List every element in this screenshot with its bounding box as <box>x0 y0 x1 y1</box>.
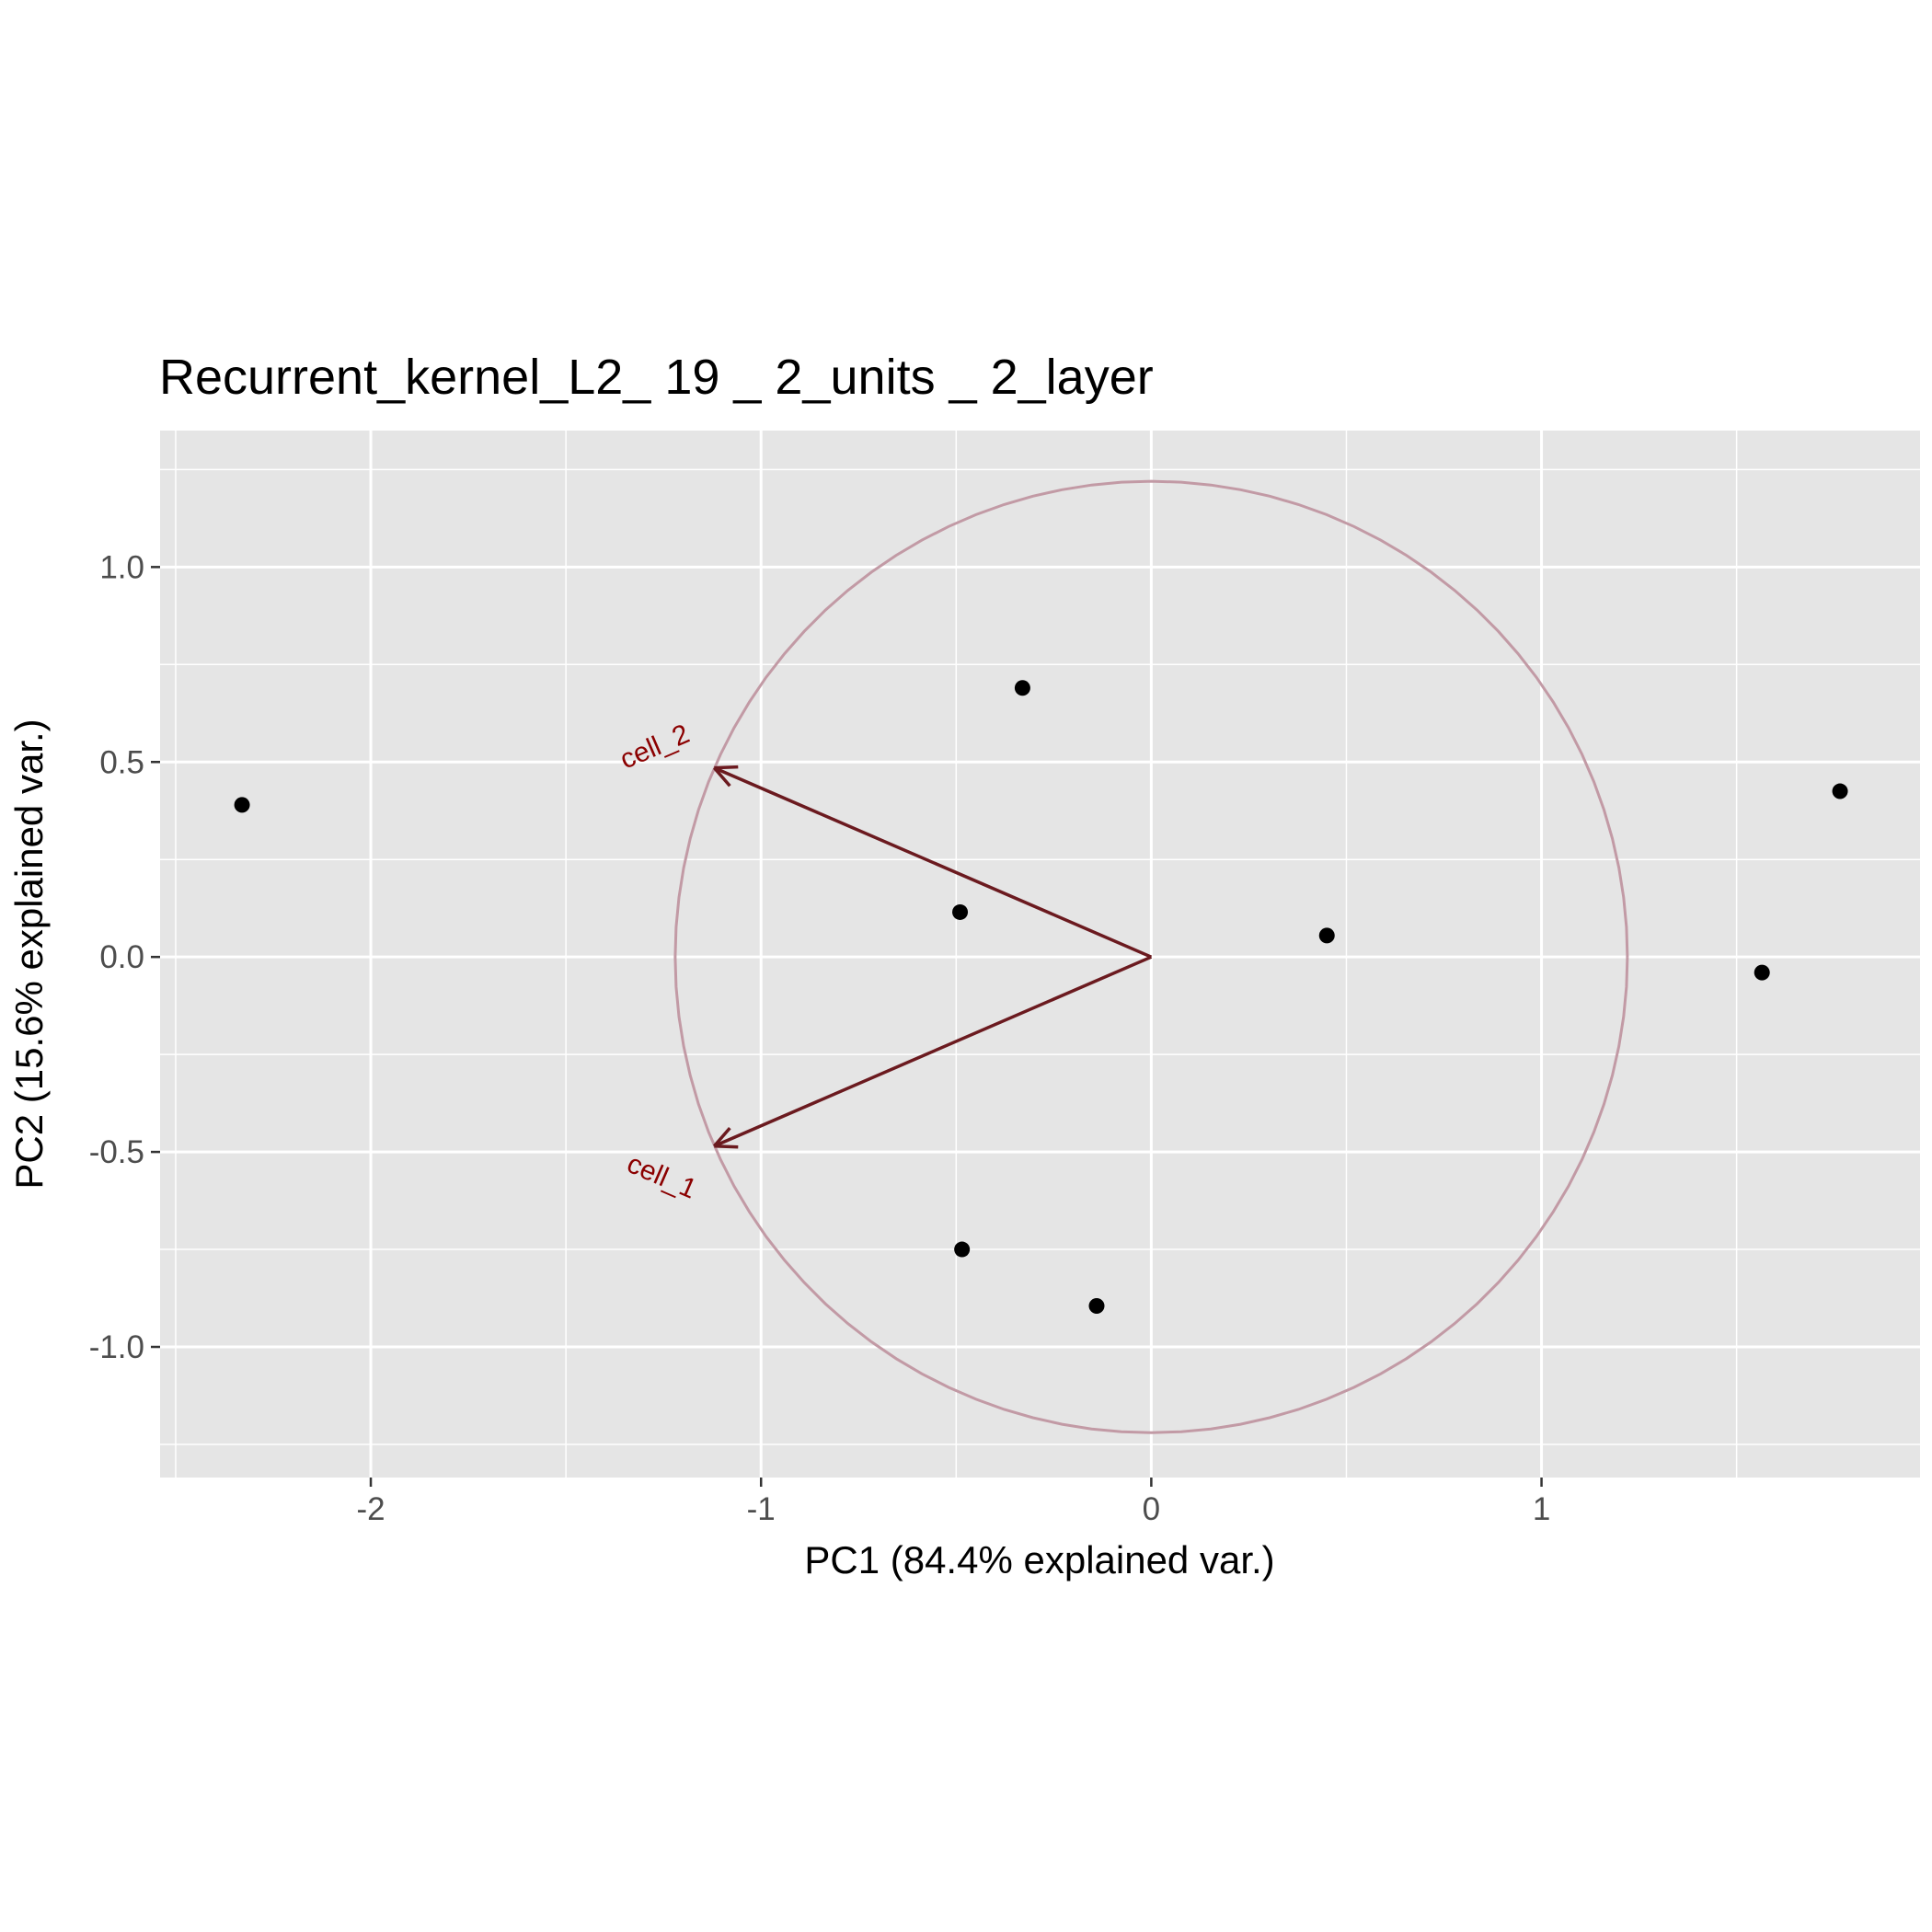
data-point <box>1832 783 1848 799</box>
y-tick-label: 0.0 <box>99 939 144 975</box>
x-axis-title: PC1 (84.4% explained var.) <box>804 1538 1274 1581</box>
x-tick-label: 0 <box>1143 1491 1160 1527</box>
y-tick-label: -1.0 <box>89 1329 144 1365</box>
loading-arrow-cell_2 <box>713 766 1153 959</box>
data-point <box>1318 927 1335 944</box>
y-tick-label: -0.5 <box>89 1134 144 1170</box>
data-point <box>1088 1298 1105 1315</box>
arrow-head-cell_2 <box>714 765 739 770</box>
y-axis-title: PC2 (15.6% explained var.) <box>7 719 51 1189</box>
y-tick-label: 1.0 <box>99 549 144 585</box>
x-tick-label: -1 <box>747 1491 776 1527</box>
major-gridlines <box>160 431 1920 1478</box>
x-tick-label: -2 <box>356 1491 385 1527</box>
minor-gridlines <box>160 431 1920 1478</box>
x-axis: -2 -1 0 1 <box>356 1478 1550 1527</box>
points-layer <box>234 680 1848 1315</box>
arrow-head-cell_2 <box>712 766 731 788</box>
data-point <box>234 797 250 813</box>
data-point <box>1014 680 1030 696</box>
arrow-head-cell_1 <box>714 1144 739 1149</box>
plot-panel <box>160 431 1920 1478</box>
y-axis: 1.0 0.5 0.0 -0.5 -1.0 <box>89 549 160 1365</box>
data-point <box>952 903 969 920</box>
x-tick-label: 1 <box>1533 1491 1550 1527</box>
correlation-circle <box>673 479 1629 1434</box>
correlation-circle-layer <box>673 479 1629 1434</box>
data-point <box>954 1241 971 1258</box>
y-tick-label: 0.5 <box>99 744 144 780</box>
data-point <box>1754 964 1770 981</box>
arrow-head-cell_1 <box>712 1126 731 1147</box>
chart-title: Recurrent_kernel_L2_ 19 _ 2_units _ 2_la… <box>159 350 1154 405</box>
loading-arrow-cell_1 <box>713 955 1153 1148</box>
